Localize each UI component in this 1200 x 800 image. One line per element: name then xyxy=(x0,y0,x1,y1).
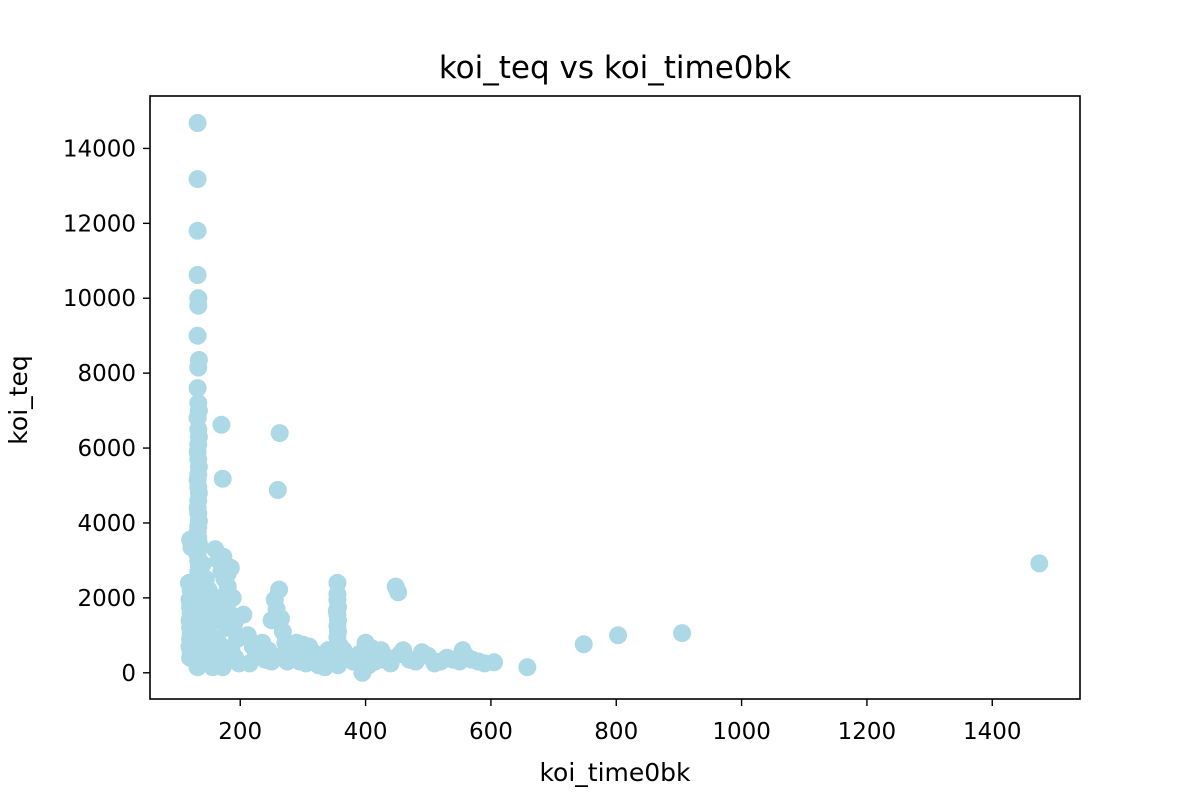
chart-title: koi_teq vs koi_time0bk xyxy=(439,50,791,86)
data-point xyxy=(485,653,503,672)
x-tick-label: 600 xyxy=(469,719,513,745)
y-axis: 0 2000 4000 6000 8000 10000 12000 14000 xyxy=(63,136,150,687)
y-axis-label: koi_teq xyxy=(4,355,33,444)
x-tick-label: 1000 xyxy=(712,719,771,745)
y-tick-label: 12000 xyxy=(63,211,136,237)
x-tick-label: 400 xyxy=(344,719,388,745)
data-point xyxy=(270,424,289,443)
data-point xyxy=(212,415,231,434)
data-point xyxy=(327,602,346,620)
data-point xyxy=(188,326,207,345)
data-point xyxy=(189,358,208,377)
data-point xyxy=(518,658,537,677)
data-point xyxy=(268,481,287,499)
data-point xyxy=(609,626,628,645)
data-point xyxy=(188,114,207,132)
data-point xyxy=(188,170,207,189)
y-tick-label: 10000 xyxy=(63,286,136,312)
y-tick-label: 4000 xyxy=(77,511,136,537)
y-tick-label: 0 xyxy=(121,661,136,687)
data-point xyxy=(284,646,303,665)
data-point xyxy=(1030,554,1049,573)
data-point xyxy=(270,580,289,599)
data-point xyxy=(216,555,235,574)
points-layer xyxy=(179,114,1049,682)
y-tick-label: 6000 xyxy=(77,436,136,462)
data-point xyxy=(213,658,232,677)
data-point xyxy=(189,296,208,315)
x-tick-label: 1200 xyxy=(838,719,897,745)
data-point xyxy=(193,555,212,574)
data-point xyxy=(213,469,232,488)
data-point xyxy=(259,641,278,660)
data-point xyxy=(188,266,207,284)
data-point xyxy=(181,648,200,667)
x-tick-label: 800 xyxy=(594,719,638,745)
data-point xyxy=(234,605,253,624)
data-point xyxy=(574,635,593,654)
data-point xyxy=(389,583,408,602)
data-point xyxy=(188,379,207,398)
data-point xyxy=(223,588,242,607)
data-point xyxy=(673,624,692,643)
y-tick-label: 8000 xyxy=(77,361,136,387)
data-point xyxy=(182,538,201,557)
x-axis-label: koi_time0bk xyxy=(539,758,691,787)
x-tick-label: 200 xyxy=(218,719,262,745)
plot-frame xyxy=(149,95,1081,700)
x-axis: 200 400 600 800 1000 1200 1400 xyxy=(218,699,1022,745)
data-point xyxy=(262,611,281,630)
x-tick-label: 1400 xyxy=(963,719,1022,745)
y-tick-label: 2000 xyxy=(77,586,136,612)
data-point xyxy=(188,221,207,240)
y-tick-label: 14000 xyxy=(63,136,136,162)
